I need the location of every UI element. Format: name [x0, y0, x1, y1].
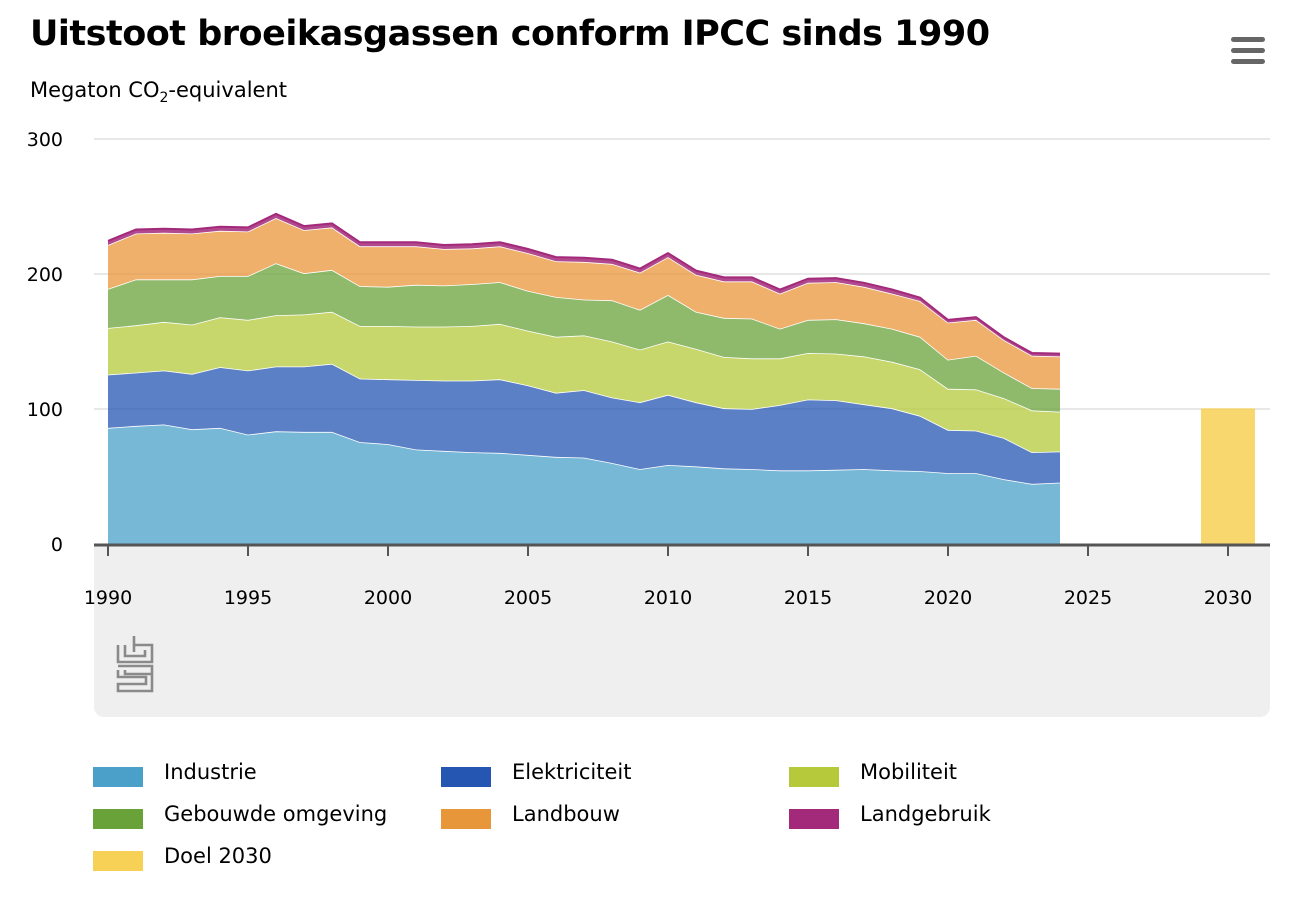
legend-label: Mobiliteit — [860, 760, 958, 784]
legend-swatch — [93, 851, 143, 871]
legend-label: Gebouwde omgeving — [164, 802, 388, 826]
legend-swatch — [789, 809, 839, 829]
x-tick-label: 2030 — [1204, 587, 1252, 609]
y-tick-label: 100 — [27, 399, 63, 421]
x-tick-label: 1995 — [224, 587, 272, 609]
area-series-4 — [108, 218, 1060, 389]
legend-label: Doel 2030 — [164, 844, 272, 868]
legend-swatch — [93, 809, 143, 829]
area-series-1 — [108, 363, 1060, 484]
y-tick-label: 0 — [51, 534, 63, 556]
y-tick-label: 300 — [27, 129, 63, 151]
series-line-5 — [107, 212, 1061, 355]
chart-title: Uitstoot broeikasgassen conform IPCC sin… — [30, 14, 990, 54]
hamburger-menu-icon[interactable] — [1226, 34, 1270, 68]
legend-swatch — [441, 809, 491, 829]
y-tick-label: 200 — [27, 264, 63, 286]
x-tick-label: 1990 — [84, 587, 132, 609]
area-series-2 — [108, 311, 1060, 453]
x-axis-panel — [94, 545, 1270, 717]
x-axis-panel-top — [94, 545, 1270, 560]
subtitle-unit-prefix: Megaton CO — [30, 78, 160, 102]
legend-label: Industrie — [164, 760, 257, 784]
x-tick-label: 2005 — [504, 587, 552, 609]
subtitle-unit-suffix: -equivalent — [168, 78, 287, 102]
target-bar-2030 — [1201, 408, 1255, 544]
legend-label: Elektriciteit — [512, 760, 632, 784]
area-series-3 — [108, 263, 1060, 412]
x-tick-label: 2000 — [364, 587, 412, 609]
x-tick-label: 2015 — [784, 587, 832, 609]
legend-swatch — [93, 767, 143, 787]
x-tick-label: 2010 — [644, 587, 692, 609]
legend-label: Landgebruik — [860, 802, 991, 826]
legend-swatch — [789, 767, 839, 787]
cbs-logo — [116, 636, 154, 693]
chart-subtitle: Megaton CO2-equivalent — [30, 78, 287, 106]
x-tick-label: 2025 — [1064, 587, 1112, 609]
legend-swatch — [441, 767, 491, 787]
subtitle-unit-subscript: 2 — [159, 90, 169, 107]
area-series-0 — [108, 424, 1060, 544]
x-tick-label: 2020 — [924, 587, 972, 609]
legend-label: Landbouw — [512, 802, 620, 826]
